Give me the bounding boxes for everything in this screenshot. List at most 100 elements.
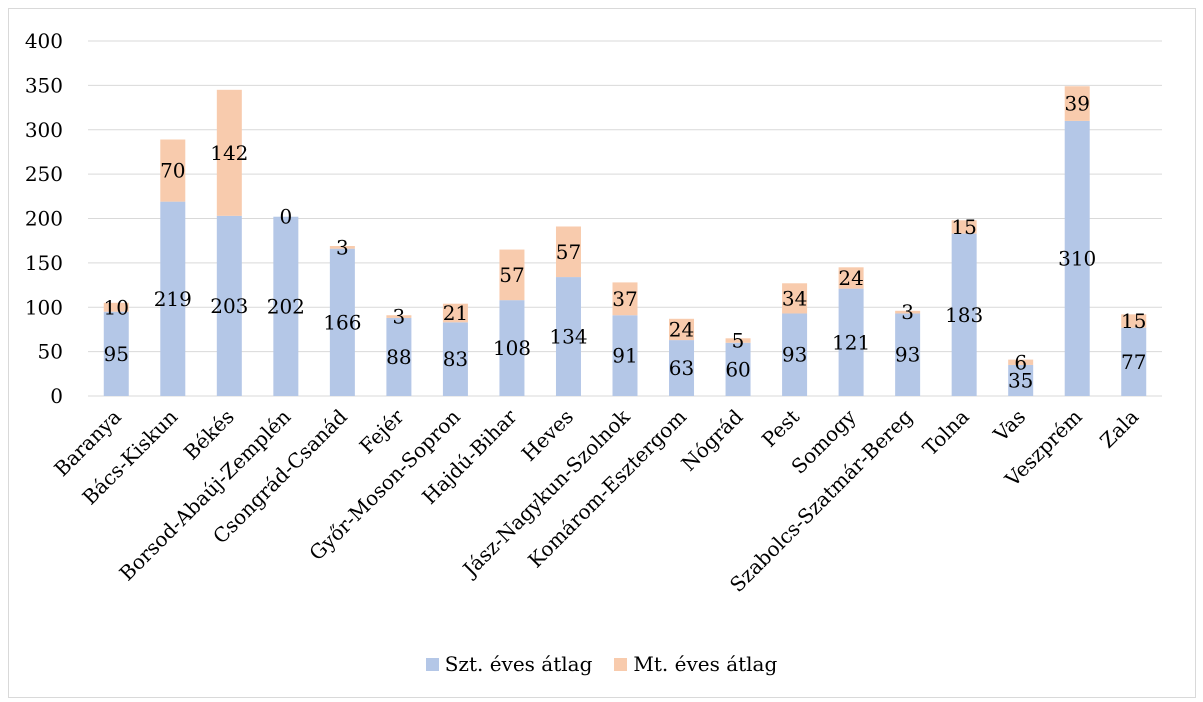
data-label-mt: 15 <box>951 215 976 239</box>
data-label-szt: 202 <box>267 294 305 318</box>
bar-mt <box>1064 86 1090 121</box>
bar-mt <box>442 303 468 323</box>
data-label-szt: 108 <box>493 336 531 360</box>
bar-szt <box>1008 364 1034 396</box>
bar-mt <box>951 220 977 234</box>
data-label-szt: 35 <box>1008 368 1033 392</box>
bar-szt <box>555 277 581 396</box>
y-tick-label: 400 <box>25 29 63 53</box>
data-label-mt: 24 <box>838 266 863 290</box>
gridlines <box>88 40 1162 397</box>
data-label-mt: 21 <box>443 301 468 325</box>
y-tick-label: 100 <box>25 295 63 319</box>
legend-swatch-mt <box>614 657 628 671</box>
data-label-mt: 5 <box>732 329 745 353</box>
bar-szt <box>499 300 525 396</box>
data-label-mt: 57 <box>556 240 581 264</box>
data-label-mt: 37 <box>612 287 637 311</box>
data-label-szt: 93 <box>895 343 920 367</box>
data-label-szt: 203 <box>210 294 248 318</box>
bar-mt <box>216 89 242 216</box>
bar-mt <box>499 249 525 301</box>
x-tick-label: Vas <box>988 405 1030 447</box>
bars <box>103 86 1147 396</box>
data-label-mt: 3 <box>393 305 406 329</box>
bar-mt <box>612 282 638 316</box>
data-label-mt: 3 <box>901 300 914 324</box>
bar-mt <box>103 302 129 312</box>
data-label-mt: 10 <box>104 295 129 319</box>
x-tick-label: Tolna <box>918 405 974 461</box>
legend-label-mt: Mt. éves átlag <box>633 652 778 676</box>
data-label-mt: 39 <box>1064 92 1089 116</box>
bar-szt <box>160 201 186 396</box>
data-label-szt: 91 <box>612 344 637 368</box>
bar-mt <box>555 226 581 278</box>
data-label-szt: 134 <box>549 325 587 349</box>
bar-szt <box>273 216 299 396</box>
bar-szt <box>386 317 412 396</box>
bar-szt <box>725 342 751 396</box>
legend-label-szt: Szt. éves átlag <box>444 652 593 676</box>
bar-szt <box>612 315 638 396</box>
data-label-szt: 83 <box>443 347 468 371</box>
x-tick-label: Zala <box>1095 405 1143 453</box>
data-label-szt: 88 <box>386 345 411 369</box>
y-tick-label: 200 <box>25 207 63 231</box>
bar-mt <box>329 246 355 249</box>
data-labels: 95 10 219 70 203 142 202 0 166 3 88 3 83 21 108 57 134 5 7… <box>104 92 1147 393</box>
y-tick-label: 150 <box>25 251 63 275</box>
data-label-mt: 24 <box>669 317 694 341</box>
bar-szt <box>1064 120 1090 396</box>
bar-mt <box>895 310 921 314</box>
bar-szt <box>838 288 864 396</box>
data-label-szt: 121 <box>832 330 870 354</box>
bar-szt <box>442 322 468 396</box>
legend-swatch-szt <box>425 657 439 671</box>
y-tick-label: 350 <box>25 73 63 97</box>
x-axis-labels: BaranyaBács-KiskunBékésBorsod-Abaúj-Zemp… <box>49 404 1143 597</box>
data-label-szt: 310 <box>1058 246 1096 270</box>
bar-szt <box>216 215 242 396</box>
bar-mt <box>782 283 808 314</box>
data-label-szt: 95 <box>104 342 129 366</box>
bar-mt <box>1008 359 1034 365</box>
data-label-mt: 34 <box>782 286 807 310</box>
y-tick-label: 300 <box>25 118 63 142</box>
bar-mt <box>838 267 864 289</box>
y-tick-label: 250 <box>25 162 63 186</box>
data-label-szt: 219 <box>154 287 192 311</box>
bar-szt <box>669 340 695 396</box>
data-label-szt: 63 <box>669 356 694 380</box>
chart-frame <box>8 8 1196 698</box>
bar-szt <box>103 311 129 396</box>
bar-mt <box>725 338 751 343</box>
bar-szt <box>895 313 921 396</box>
data-label-mt: 0 <box>279 205 292 229</box>
bar-szt <box>1121 327 1147 396</box>
y-tick-label: 50 <box>38 340 63 364</box>
data-label-szt: 60 <box>725 357 750 381</box>
legend: Szt. éves átlag Mt. éves átlag <box>0 652 1203 676</box>
data-label-szt: 93 <box>782 343 807 367</box>
bar-mt <box>386 315 412 318</box>
x-tick-label: Pest <box>757 405 804 452</box>
data-label-mt: 70 <box>160 159 185 183</box>
bar-szt <box>329 248 355 396</box>
bar-mt <box>1121 314 1147 328</box>
x-tick-label: Fejér <box>355 404 409 458</box>
data-label-mt: 142 <box>210 141 248 165</box>
data-label-szt: 183 <box>945 303 983 327</box>
legend-item-szt: Szt. éves átlag <box>425 652 593 676</box>
data-label-szt: 166 <box>323 310 361 334</box>
data-label-mt: 3 <box>336 235 349 259</box>
legend-item-mt: Mt. éves átlag <box>614 652 777 676</box>
data-label-szt: 77 <box>1121 350 1146 374</box>
bar-szt <box>782 313 808 396</box>
y-axis-ticks: 0 50 100 150 200 250 300 350 400 <box>25 29 63 408</box>
x-tick-label: Nógrád <box>676 404 747 475</box>
bar-mt <box>669 318 695 341</box>
y-tick-label: 0 <box>50 384 63 408</box>
data-label-mt: 15 <box>1121 309 1146 333</box>
